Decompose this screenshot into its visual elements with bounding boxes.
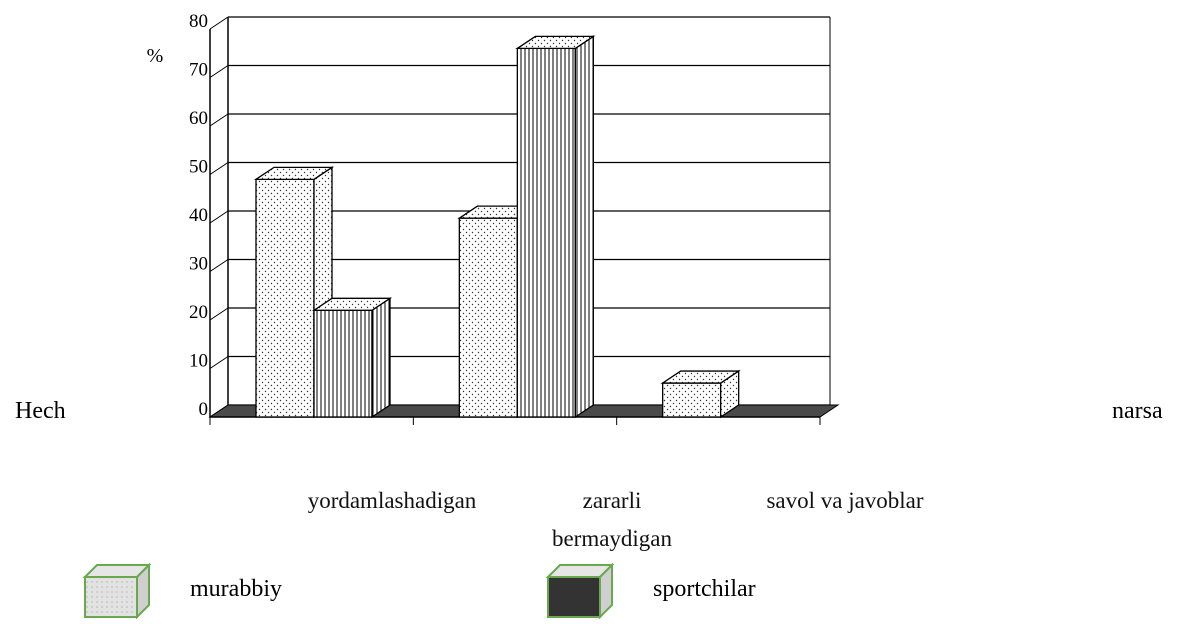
y-tick-label: 70 (189, 60, 208, 81)
bar (311, 297, 393, 419)
y-axis-label: % (147, 45, 164, 67)
legend-label: sportchilar (653, 576, 756, 602)
legend-swatch (547, 576, 601, 618)
y-tick-label: 40 (189, 205, 208, 226)
y-tick-label: 10 (189, 351, 208, 372)
bar-side (371, 297, 391, 419)
tick-mark (209, 113, 229, 127)
side-label: Hech (15, 398, 66, 424)
y-tick-label: 30 (189, 254, 208, 275)
bar-top (311, 297, 393, 311)
y-tick-label: 0 (199, 399, 209, 420)
tick-mark (209, 16, 229, 30)
legend-label: murabbiy (190, 576, 282, 602)
tick-mark (209, 65, 229, 78)
bar-front (255, 178, 315, 418)
bar-top (515, 35, 596, 50)
tick-mark (209, 162, 229, 175)
bar (515, 35, 596, 419)
y-tick-label: 50 (189, 157, 208, 178)
tick-mark (209, 307, 229, 321)
y-tick-label: 20 (189, 302, 208, 323)
x-tick-label: zararli bermaydigan (551, 488, 673, 551)
bar-side (574, 35, 594, 419)
y-tick-label: 80 (189, 11, 208, 32)
legend-swatch (84, 576, 138, 618)
side-label: narsa (1112, 398, 1163, 424)
bar-front (516, 47, 576, 418)
bar-front (313, 309, 373, 418)
x-tick-label: savol va javoblar (766, 488, 924, 513)
y-tick-label: 60 (189, 108, 208, 129)
x-tick-label: yordamlashadigan (307, 488, 477, 513)
bar-top (660, 370, 741, 384)
bar-top (253, 166, 335, 181)
tick-mark (209, 210, 229, 224)
tick-mark (209, 259, 229, 272)
tick-mark (209, 356, 229, 369)
bar-front (662, 382, 722, 418)
bar-front (458, 217, 518, 418)
bar (660, 369, 741, 419)
